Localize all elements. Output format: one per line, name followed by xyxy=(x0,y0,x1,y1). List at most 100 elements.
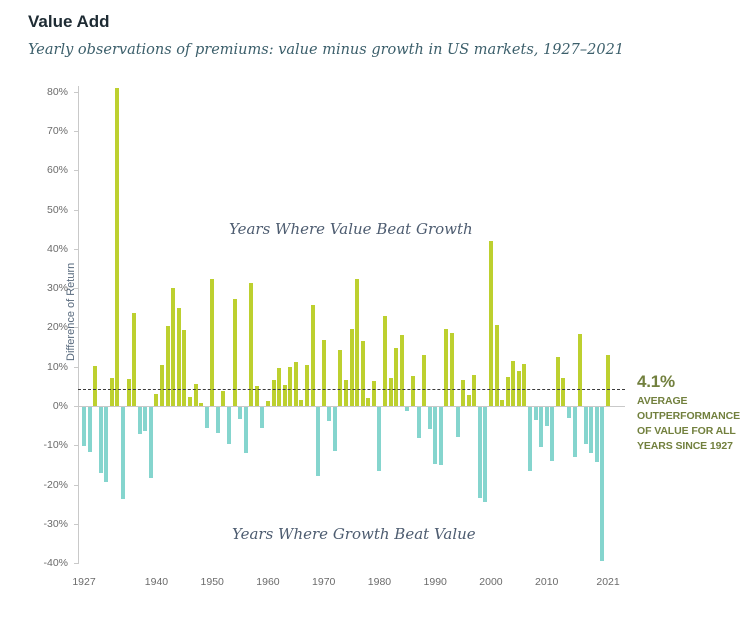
bar-1991 xyxy=(438,407,443,466)
caption-line: OF VALUE FOR ALL xyxy=(637,425,736,437)
bar-1939 xyxy=(148,407,153,478)
y-tick-label: 70% xyxy=(46,124,68,137)
bar-1969 xyxy=(316,407,321,476)
bar-1935 xyxy=(126,379,131,406)
bar-1973 xyxy=(338,350,343,406)
bar-1964 xyxy=(288,366,293,406)
bar-1998 xyxy=(477,407,482,498)
x-tick-label: 1960 xyxy=(256,576,280,588)
bar-1980 xyxy=(377,407,382,472)
y-tick-mark xyxy=(74,366,78,368)
y-tick-label: -20% xyxy=(43,478,68,491)
bar-2005 xyxy=(516,370,521,406)
bar-1968 xyxy=(310,304,315,406)
y-tick-label: 40% xyxy=(46,242,68,255)
bar-2004 xyxy=(511,361,516,406)
y-axis-line xyxy=(78,86,79,564)
bar-1946 xyxy=(187,397,192,406)
bar-2002 xyxy=(500,400,505,406)
bar-1960 xyxy=(265,400,270,406)
bar-1936 xyxy=(132,313,137,406)
bar-1955 xyxy=(238,407,243,420)
x-tick-label: 1940 xyxy=(144,576,169,588)
bar-1928 xyxy=(87,407,92,452)
bar-1975 xyxy=(349,328,354,406)
bar-2000 xyxy=(488,240,493,406)
bar-1996 xyxy=(466,394,471,406)
x-tick-label: 1927 xyxy=(72,576,96,588)
bar-1997 xyxy=(472,374,477,406)
bar-2014 xyxy=(567,407,572,419)
bar-1953 xyxy=(226,407,231,444)
y-tick-label: 60% xyxy=(46,164,68,177)
region-label-value-beat-growth: Years Where Value Beat Growth xyxy=(229,220,473,238)
bar-1937 xyxy=(137,407,142,435)
x-tick-label: 1980 xyxy=(367,576,392,588)
bar-2020 xyxy=(600,407,605,562)
region-label-growth-beat-value: Years Where Growth Beat Value xyxy=(232,525,476,543)
bar-1979 xyxy=(371,380,376,406)
bar-1965 xyxy=(293,361,298,406)
y-tick-mark xyxy=(74,445,78,447)
y-tick-mark xyxy=(74,130,78,132)
bar-1931 xyxy=(104,407,109,483)
chart-subtitle: Yearly observations of premiums: value m… xyxy=(28,42,625,58)
bar-1994 xyxy=(455,407,460,437)
y-tick-label: -40% xyxy=(43,557,68,570)
bar-1986 xyxy=(410,376,415,406)
bar-1944 xyxy=(176,307,181,406)
y-tick-mark xyxy=(74,563,78,565)
x-tick-label: 2010 xyxy=(535,576,559,588)
bar-2016 xyxy=(578,333,583,406)
bar-1961 xyxy=(271,380,276,406)
y-tick-label: 30% xyxy=(46,282,68,295)
y-tick-label: 20% xyxy=(46,321,68,334)
y-tick-mark xyxy=(74,523,78,525)
bar-1941 xyxy=(160,365,165,406)
bar-1990 xyxy=(433,407,438,465)
bar-1977 xyxy=(360,340,365,406)
bar-2017 xyxy=(583,407,588,444)
bar-1995 xyxy=(461,380,466,406)
bar-1951 xyxy=(215,407,220,433)
bar-2015 xyxy=(572,407,577,457)
bar-2012 xyxy=(555,357,560,406)
bar-1954 xyxy=(232,299,237,406)
average-premium-value: 4.1% xyxy=(637,372,675,391)
y-tick-mark xyxy=(74,91,78,93)
bar-2018 xyxy=(589,407,594,454)
y-tick-label: 50% xyxy=(46,203,68,216)
bar-1930 xyxy=(98,407,103,473)
bar-2001 xyxy=(494,325,499,406)
x-tick-label: 2000 xyxy=(479,576,503,588)
bar-1957 xyxy=(249,282,254,406)
y-tick-mark xyxy=(74,406,78,407)
x-tick-label: 1950 xyxy=(200,576,224,588)
caption-line: AVERAGE xyxy=(637,395,688,407)
bar-2013 xyxy=(561,377,566,406)
bar-1934 xyxy=(121,407,126,500)
y-tick-mark xyxy=(74,170,78,172)
bar-1987 xyxy=(416,407,421,438)
page-title: Value Add xyxy=(28,12,110,31)
bar-1927 xyxy=(82,407,86,446)
bar-2009 xyxy=(539,407,544,448)
bar-1948 xyxy=(199,402,204,406)
bar-1983 xyxy=(394,348,399,406)
bar-1959 xyxy=(260,407,265,428)
bar-1933 xyxy=(115,87,120,406)
y-tick-mark xyxy=(74,209,78,211)
zero-baseline xyxy=(78,406,625,407)
bar-1976 xyxy=(355,279,360,406)
bar-1962 xyxy=(277,367,282,406)
bar-1985 xyxy=(405,407,410,411)
bar-2007 xyxy=(528,407,532,472)
y-axis-title: Difference of Return xyxy=(65,262,78,361)
bar-2019 xyxy=(594,407,599,463)
bar-1974 xyxy=(344,380,349,406)
bar-1952 xyxy=(221,390,226,406)
bar-2008 xyxy=(533,407,538,421)
bar-1966 xyxy=(299,400,304,406)
bar-1940 xyxy=(154,394,159,406)
